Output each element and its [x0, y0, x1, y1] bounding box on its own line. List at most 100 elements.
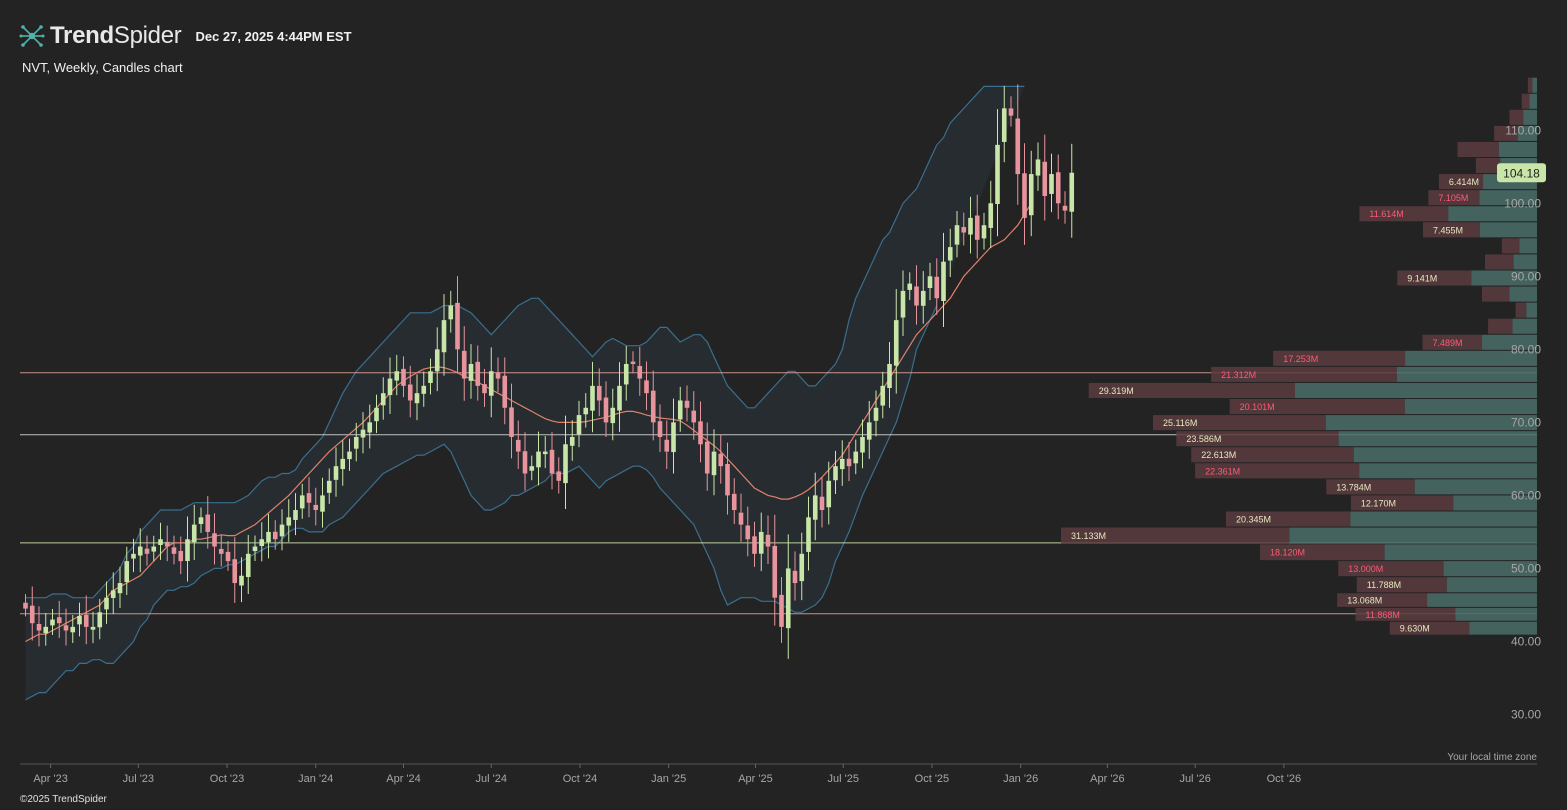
volume-profile-bar-down: [1338, 561, 1444, 577]
candle-body: [367, 422, 373, 433]
candle: [785, 534, 791, 659]
candle-body: [792, 570, 798, 584]
candle-body: [596, 385, 602, 401]
candle-body: [1049, 174, 1054, 194]
volume-profile-label: 20.101M: [1240, 402, 1275, 412]
candle: [407, 365, 413, 418]
candle-body: [1035, 159, 1041, 176]
candle: [522, 432, 528, 491]
candle-body: [198, 517, 204, 524]
candle-body: [583, 407, 589, 415]
y-axis-tick-label: 80.00: [1511, 342, 1541, 356]
candle: [272, 520, 278, 550]
candle: [225, 541, 231, 571]
candle-body: [286, 517, 292, 526]
candle: [772, 514, 778, 626]
candle-body: [306, 493, 312, 503]
candle: [684, 385, 690, 422]
volume-profile-bar-down: [1527, 77, 1533, 93]
candle-body: [920, 290, 926, 306]
candle: [198, 507, 204, 533]
candle-body: [671, 422, 676, 453]
candle: [475, 345, 481, 401]
candle-body: [502, 375, 508, 408]
candle-body: [50, 619, 55, 626]
candle: [941, 232, 946, 328]
candle-body: [158, 539, 163, 545]
volume-profile-bar-up: [1448, 206, 1537, 222]
candle-body: [833, 466, 838, 481]
candle-body: [401, 368, 406, 386]
candle: [63, 608, 69, 646]
candle-body: [56, 617, 62, 624]
candle: [617, 362, 622, 432]
candle-body: [549, 449, 555, 474]
candle-body: [482, 384, 487, 394]
candle-body: [812, 495, 818, 520]
volume-profile-label: 11.614M: [1369, 209, 1403, 219]
x-axis-tick-label: Oct '24: [563, 773, 598, 785]
candle: [833, 450, 838, 495]
candle: [252, 535, 258, 562]
candle: [320, 477, 325, 528]
candle: [239, 557, 244, 603]
volume-profile-bar-up: [1405, 350, 1537, 366]
candle-body: [414, 393, 420, 404]
candle-body: [866, 422, 872, 440]
x-axis-tick-label: Jul '23: [123, 773, 154, 785]
candle-body: [806, 517, 811, 552]
candle: [212, 513, 217, 565]
candle-body: [70, 626, 76, 633]
candle-body: [819, 496, 825, 511]
candle-body: [752, 536, 757, 554]
volume-profile-label: 6.414M: [1449, 177, 1479, 187]
candle-body: [657, 421, 663, 437]
candle-body: [961, 227, 967, 233]
candle-body: [90, 626, 96, 630]
candle: [50, 608, 55, 635]
candle: [549, 432, 555, 490]
copyright: ©2025 TrendSpider: [20, 794, 107, 805]
candle: [286, 499, 292, 542]
candle: [1022, 143, 1027, 245]
volume-profile-bar-up: [1325, 415, 1537, 431]
candle: [441, 294, 447, 376]
candle: [164, 525, 170, 562]
candle: [117, 566, 123, 608]
candle: [110, 572, 116, 615]
candle-body: [43, 626, 49, 634]
volume-profile-bar-up: [1471, 270, 1537, 286]
volume-profile-label: 17.253M: [1283, 354, 1318, 364]
candle-body: [974, 215, 980, 240]
candle-body: [914, 286, 919, 306]
candle: [536, 431, 541, 486]
candle-body: [218, 548, 224, 554]
x-axis-tick-label: Apr '23: [33, 773, 68, 785]
candle-body: [151, 546, 157, 552]
candle: [333, 447, 339, 497]
candle-body: [77, 615, 82, 625]
candle: [799, 532, 805, 601]
candle: [853, 439, 859, 475]
candle: [313, 487, 319, 526]
candle-body: [610, 407, 616, 424]
x-axis-tick-label: Jan '25: [651, 773, 686, 785]
candle: [576, 400, 582, 448]
candle: [529, 455, 535, 481]
timezone-note: Your local time zone: [1447, 752, 1537, 763]
candle-body: [745, 525, 751, 540]
candle: [806, 496, 811, 571]
volume-profile-label: 13.000M: [1348, 564, 1383, 574]
candle-body: [988, 203, 994, 228]
candle-body: [205, 514, 211, 532]
candle-body: [1055, 172, 1061, 204]
candle: [1062, 191, 1068, 224]
volume-profile-label: 12.170M: [1361, 498, 1396, 508]
candle-body: [880, 385, 886, 406]
volume-profile-bar-down: [1438, 174, 1484, 190]
volume-profile-bar-down: [1229, 399, 1405, 415]
candle-body: [313, 504, 319, 511]
volume-profile-bar-down: [1457, 141, 1499, 158]
candle-body: [421, 385, 427, 394]
